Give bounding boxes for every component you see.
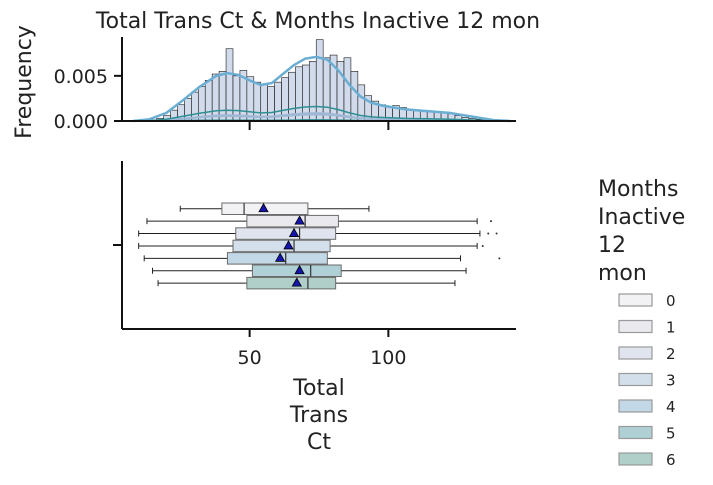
legend-item-0: 0 (618, 292, 676, 310)
legend-label: 6 (666, 451, 676, 469)
y-tick-label: 0.005 (54, 66, 108, 88)
histogram-bar (253, 81, 262, 122)
box-group-1 (146, 214, 493, 228)
boxplot-panel: 50 100 Total Trans Ct (113, 161, 516, 455)
box-body (235, 227, 337, 240)
legend-swatch (618, 425, 653, 440)
legend-swatch (618, 452, 653, 466)
outlier-point (487, 232, 490, 235)
legend-swatch (618, 372, 653, 387)
outlier-point (498, 257, 501, 260)
histogram-bar (204, 80, 213, 122)
histogram-bar (315, 39, 324, 122)
x-tick-label: 100 (370, 347, 406, 369)
box-group-2 (138, 227, 498, 240)
y-tick-label: 0.000 (54, 111, 108, 133)
legend-label: 0 (666, 292, 676, 310)
legend-swatch (618, 399, 653, 413)
legend-label: 3 (666, 372, 676, 390)
legend: Months Inactive 12 mon 0 1 2 3 4 5 6 (598, 177, 685, 469)
box-group-3 (138, 239, 484, 253)
legend-item-6: 6 (618, 451, 676, 469)
top-x-ticks (248, 121, 390, 130)
legend-item-4: 4 (618, 398, 676, 416)
mean-marker (294, 264, 305, 275)
legend-label: 2 (666, 345, 676, 363)
legend-label: 5 (666, 425, 676, 443)
kde-total-curve (132, 55, 511, 123)
mean-marker (294, 215, 305, 225)
x-tick-label: 50 (238, 347, 262, 369)
outlier-point (481, 244, 484, 247)
histogram-bar (232, 75, 241, 122)
legend-items: 0 1 2 3 4 5 6 (618, 292, 676, 469)
histogram-bar (322, 57, 331, 122)
histogram-bar (260, 83, 268, 122)
top-y-ticks: 0.000 0.005 (54, 66, 122, 133)
box-group-0 (179, 202, 370, 215)
histogram-bar (218, 71, 227, 122)
box-body (246, 276, 337, 290)
kde-group-curve (133, 105, 511, 122)
histogram-bar (246, 76, 255, 122)
boxplot-boxes (138, 202, 501, 290)
outlier-point (490, 220, 493, 223)
legend-label: 4 (666, 398, 676, 416)
legend-item-2: 2 (618, 345, 676, 363)
box-group-6 (157, 276, 456, 290)
kde-group-curve (133, 112, 511, 122)
box-body (232, 239, 331, 253)
outlier-point (495, 232, 498, 235)
bottom-x-ticks: 50 100 (238, 329, 406, 369)
legend-item-1: 1 (618, 319, 676, 337)
legend-swatch (618, 346, 653, 360)
mean-marker (288, 227, 300, 237)
legend-title: Months Inactive 12 mon (598, 177, 685, 286)
x-axis-label: Total Trans Ct (289, 376, 348, 455)
chart-title: Total Trans Ct & Months Inactive 12 mon (95, 9, 540, 34)
legend-swatch (618, 319, 653, 334)
histogram-panel: 0.000 0.005 Frequency (12, 25, 516, 139)
mean-marker (258, 202, 269, 213)
histogram-bar (308, 61, 317, 122)
histogram-bar (211, 73, 220, 122)
box-group-4 (143, 252, 501, 265)
box-body (246, 214, 339, 228)
mean-marker (291, 277, 302, 287)
mean-marker (283, 240, 294, 250)
top-y-label: Frequency (12, 25, 37, 139)
mean-marker (274, 252, 286, 262)
legend-item-5: 5 (618, 425, 676, 443)
legend-label: 1 (666, 319, 676, 337)
legend-swatch (618, 293, 653, 307)
box-group-5 (152, 264, 467, 277)
histogram-bars (149, 39, 497, 122)
legend-item-3: 3 (618, 372, 676, 390)
